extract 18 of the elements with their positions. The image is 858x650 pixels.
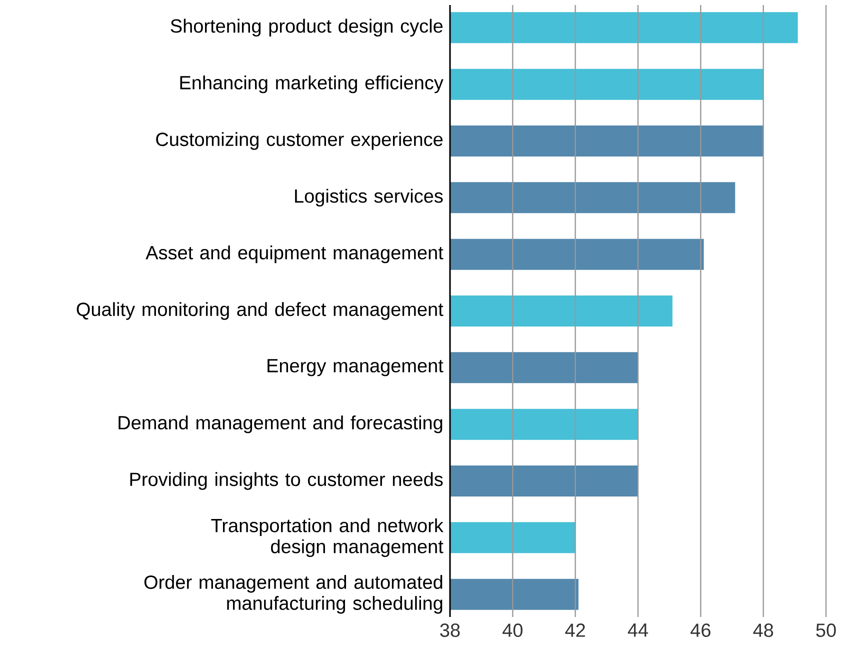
y-tick-label: Providing insights to customer needs (130, 472, 443, 490)
x-tick-label: 46 (690, 624, 710, 637)
y-tick-label: Quality monitoring and defect management (76, 302, 444, 320)
y-tick-label: Shortening product design cycle (170, 18, 443, 37)
x-tick-label: 44 (628, 624, 648, 637)
x-tick-label: 38 (440, 624, 460, 637)
y-tick-label: Transportation and network design management (211, 518, 444, 558)
x-tick-label: 50 (816, 624, 836, 637)
y-tick-label: Energy management (268, 359, 444, 376)
x-tick-label: 40 (502, 624, 522, 637)
y-tick-label: Enhancing marketing efficiency (180, 75, 444, 94)
y-tick-label: Customizing customer experience (156, 132, 443, 150)
x-tick-label: 48 (753, 624, 774, 637)
x-tick-label: 42 (565, 624, 585, 637)
y-tick-label: Order management and automated manufacturing scheduling (144, 574, 442, 614)
y-tick-label: Logistics services (295, 188, 443, 207)
y-tick-label: Asset and equipment management (146, 245, 444, 264)
y-tick-label: Demand management and forecasting (118, 415, 442, 434)
